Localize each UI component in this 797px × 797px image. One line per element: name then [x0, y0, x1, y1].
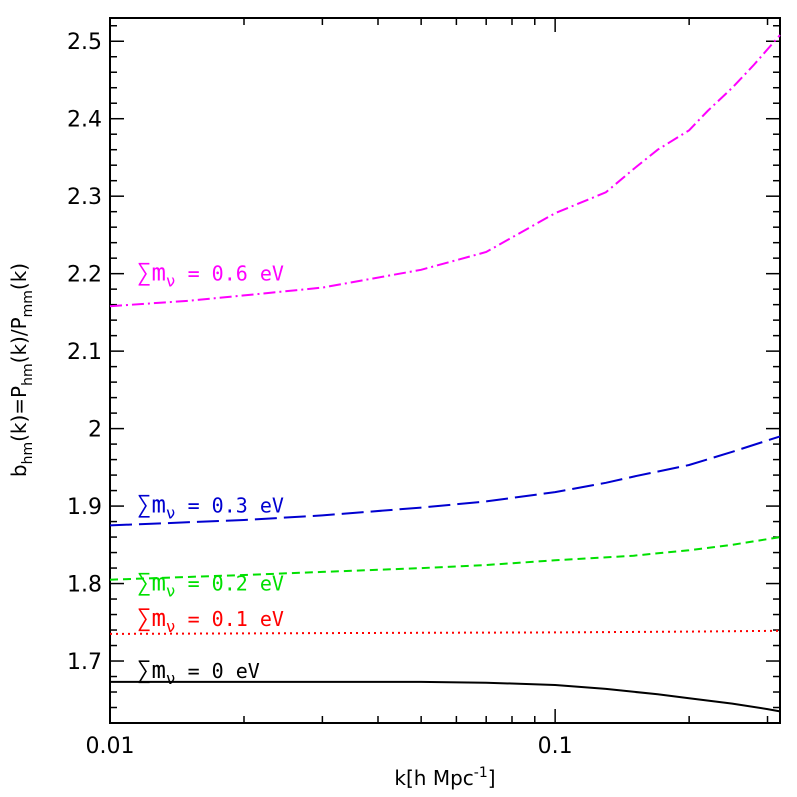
series-line-0: [110, 680, 781, 713]
series-annotation-4: ∑mν = 0 eV: [137, 656, 260, 688]
y-tick-label: 2.2: [67, 263, 102, 288]
series-annotation-3: ∑mν = 0.1 eV: [137, 604, 284, 636]
y-tick-label: 2: [88, 418, 102, 443]
y-tick-label: 2.1: [67, 340, 102, 365]
series-line-2: [109, 536, 781, 581]
series-line-4: [109, 34, 781, 308]
annotations-group: ∑mν = 0.6 eV∑mν = 0.3 eV∑mν = 0.2 eV∑mν …: [137, 259, 284, 688]
series-line-1: [109, 629, 781, 635]
y-tick-label: 1.9: [67, 495, 102, 520]
x-tick-label: 0.1: [538, 734, 573, 759]
series-line-3: [109, 435, 781, 527]
series-annotation-2: ∑mν = 0.2 eV: [137, 569, 284, 601]
y-tick-label: 1.7: [67, 650, 102, 675]
series-annotation-1: ∑mν = 0.3 eV: [137, 490, 284, 522]
y-tick-label: 2.4: [67, 108, 102, 133]
y-tick-label: 2.3: [67, 185, 102, 210]
series-annotation-0: ∑mν = 0.6 eV: [137, 259, 284, 291]
plot-frame: [109, 17, 781, 724]
series-group: [109, 34, 781, 713]
y-tick-label: 2.5: [67, 30, 102, 55]
y-tick-label: 1.8: [67, 573, 102, 598]
axis-tick-labels: 1.7 1.8 1.9 2 2.1 2.2 2.3 2.4 2.5 0.01 0.1: [67, 30, 573, 759]
axis-ticks: [109, 18, 780, 724]
x-axis-label: k[h Mpc-1]: [394, 765, 495, 790]
x-tick-label: 0.01: [86, 734, 135, 759]
y-axis-label: bhm(k)=Phm(k)/Pmm(k): [7, 263, 36, 477]
